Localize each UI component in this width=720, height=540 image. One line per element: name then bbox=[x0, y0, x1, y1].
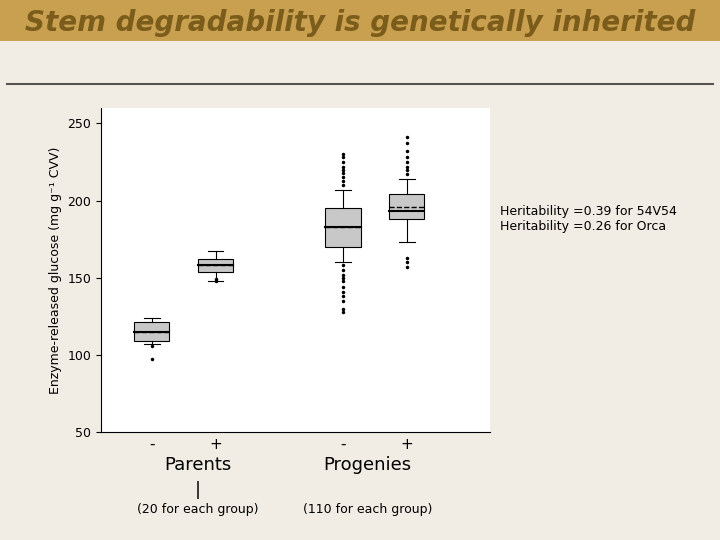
Text: Parents: Parents bbox=[164, 456, 232, 474]
FancyBboxPatch shape bbox=[0, 0, 720, 42]
Bar bbox=[390, 194, 424, 219]
Text: (20 for each group): (20 for each group) bbox=[138, 503, 258, 516]
Bar bbox=[134, 322, 169, 341]
Bar bbox=[325, 208, 361, 247]
Bar bbox=[198, 259, 233, 272]
Text: Progenies: Progenies bbox=[323, 456, 411, 474]
Y-axis label: Enzyme-released glucose (mg g⁻¹ CVV): Enzyme-released glucose (mg g⁻¹ CVV) bbox=[49, 146, 62, 394]
Text: (110 for each group): (110 for each group) bbox=[302, 503, 432, 516]
Text: Heritability =0.39 for 54V54
Heritability =0.26 for Orca: Heritability =0.39 for 54V54 Heritabilit… bbox=[500, 205, 678, 233]
Text: Stem degradability is genetically inherited: Stem degradability is genetically inheri… bbox=[24, 9, 696, 37]
Text: |: | bbox=[195, 481, 201, 498]
